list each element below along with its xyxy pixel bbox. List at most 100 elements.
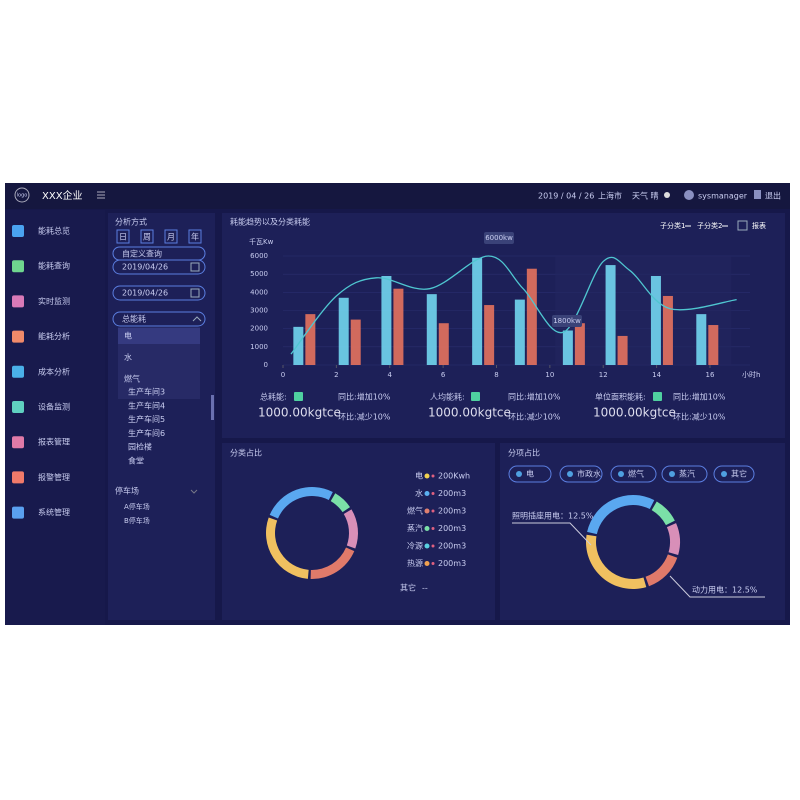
header-bar [5, 183, 790, 209]
annotation-box [552, 315, 582, 327]
option[interactable]: 电 [124, 331, 132, 341]
logout[interactable]: 退出 [765, 191, 781, 201]
tree-group[interactable]: 停车场 [115, 486, 139, 496]
bar [350, 319, 361, 365]
tab-label[interactable]: 其它 [731, 469, 747, 479]
chevron [192, 316, 202, 322]
stat-yoy: 同比:增加10% [338, 392, 391, 402]
filter-title: 分析方式 [115, 217, 147, 227]
menu-icon [12, 225, 24, 237]
tab-label[interactable]: 燃气 [628, 469, 644, 479]
menu-item[interactable]: 能耗总览 [38, 226, 70, 236]
legend-value: 200m3 [438, 489, 466, 498]
menu-item[interactable]: 报表管理 [38, 437, 70, 447]
legend-name: 蒸汽 [407, 523, 423, 533]
option[interactable]: 燃气 [124, 374, 140, 384]
user: sysmanager [698, 192, 748, 201]
tab[interactable] [713, 465, 755, 483]
sidebar [5, 210, 105, 625]
legend-icon [424, 543, 430, 549]
tab[interactable] [610, 465, 657, 483]
tree-item[interactable]: 生产车间5 [128, 414, 165, 424]
period-box[interactable] [188, 229, 202, 244]
custom[interactable]: 自定义查询 [122, 249, 162, 259]
bar [696, 314, 707, 365]
menu-icon [12, 506, 24, 519]
menu-item[interactable]: 能耗分析 [38, 331, 70, 341]
stat-label: 单位面积能耗: [595, 392, 646, 402]
tab-label[interactable]: 市政水 [577, 469, 601, 479]
logo-circle [14, 187, 30, 203]
menu-item[interactable]: 设备监测 [38, 402, 70, 412]
period-box[interactable] [116, 229, 130, 244]
menu-icon [12, 401, 24, 413]
donut-segment [343, 509, 358, 549]
select-value[interactable]: 总能耗 [122, 314, 146, 324]
tree-item[interactable]: 食堂 [128, 456, 144, 466]
legend-value: 200m3 [438, 507, 466, 516]
stat-value: 1000.00kgtce [428, 406, 511, 420]
tree-item[interactable]: 生产车间6 [128, 428, 165, 438]
period[interactable]: 月 [167, 233, 175, 242]
bar [617, 335, 628, 365]
tab-label[interactable]: 电 [526, 469, 534, 479]
period-box[interactable] [140, 229, 154, 244]
stat-yoy: 同比:增加10% [673, 392, 726, 402]
menu-icon [12, 295, 24, 308]
x-tick-label: 6 [441, 371, 446, 379]
legend-icon [424, 473, 430, 479]
date[interactable]: 2019/04/26 [122, 263, 168, 272]
x-tick-label: 16 [706, 371, 715, 379]
menu-item[interactable]: 成本分析 [38, 366, 70, 376]
period[interactable]: 年 [191, 232, 199, 242]
panel-title: 分项占比 [508, 448, 540, 458]
select[interactable] [112, 311, 206, 327]
menu-item[interactable]: 系统管理 [38, 507, 70, 517]
bar [605, 265, 616, 365]
x-tick-label: 8 [494, 371, 498, 379]
annotation-box [484, 232, 514, 244]
bar [514, 299, 525, 365]
menu-toggle[interactable] [97, 191, 105, 199]
menu-item[interactable]: 实时监测 [38, 296, 70, 306]
calendar-icon [190, 262, 200, 272]
logo: logo [17, 193, 28, 199]
calendar-icon [190, 288, 200, 298]
bar [650, 275, 661, 365]
tree-item[interactable]: 生产车间4 [128, 400, 165, 410]
option[interactable]: 水 [124, 352, 132, 362]
stat-value: 1000.00kgtce [593, 406, 676, 420]
legend-value: -- [422, 584, 428, 593]
tab-icon [567, 471, 573, 477]
tree-item[interactable]: 生产车间3 [128, 387, 165, 397]
tree-item[interactable]: B停车场 [124, 516, 150, 525]
tree-item[interactable]: A停车场 [124, 502, 150, 511]
donut-segment [586, 534, 647, 590]
logout-icon[interactable] [754, 190, 761, 199]
legend-icon [424, 508, 430, 514]
tab[interactable] [508, 465, 552, 483]
x-tick-label: 12 [599, 371, 608, 379]
report[interactable]: 报表 [752, 221, 766, 230]
legend-icon [424, 491, 430, 496]
period[interactable]: 日 [119, 233, 127, 242]
stat-value: 1000.00kgtce [258, 406, 341, 420]
legend-dot [431, 509, 435, 513]
period-box[interactable] [164, 229, 178, 244]
x-tick-label: 4 [388, 371, 393, 379]
tab[interactable] [559, 465, 603, 483]
menu-item[interactable]: 能耗查询 [38, 261, 70, 271]
tab-label[interactable]: 蒸汽 [679, 469, 695, 479]
stat-label: 人均能耗: [430, 392, 465, 402]
report-icon[interactable] [737, 220, 748, 231]
donut-segment [666, 523, 681, 556]
period[interactable]: 周 [143, 233, 151, 242]
leader-line [669, 575, 765, 598]
tab[interactable] [661, 465, 708, 483]
city: 上海市 [598, 191, 622, 201]
date-input[interactable] [112, 285, 206, 301]
menu-item[interactable]: 报警管理 [38, 472, 70, 482]
date[interactable]: 2019/04/26 [122, 289, 168, 298]
date-input[interactable] [112, 259, 206, 275]
tree-item[interactable]: 园检楼 [128, 442, 152, 452]
